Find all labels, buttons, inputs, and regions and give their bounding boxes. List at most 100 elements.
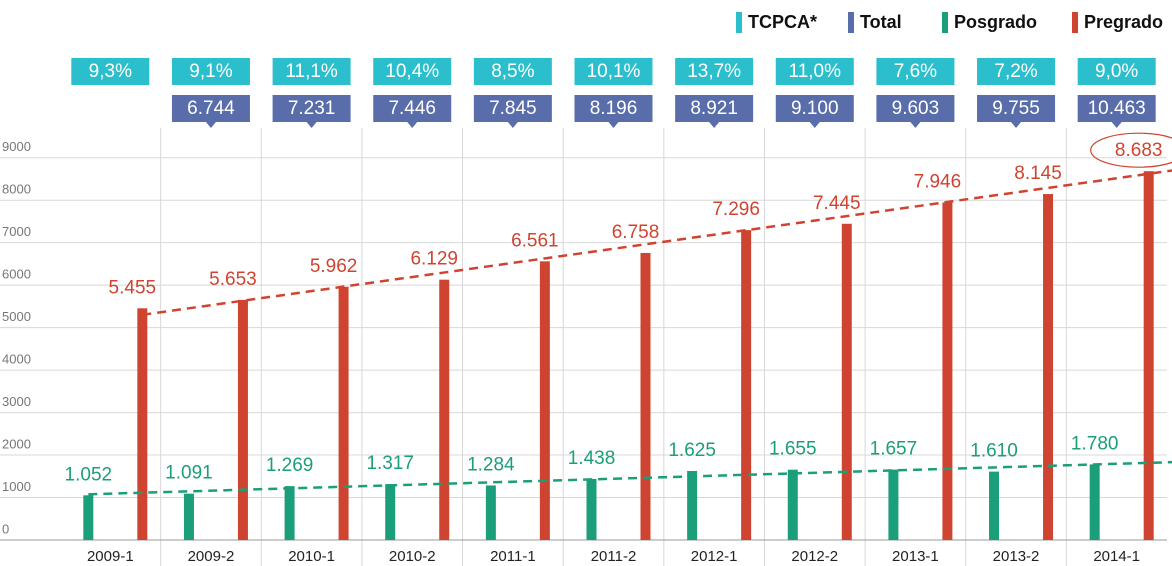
y-tick-label: 6000	[2, 267, 31, 282]
pregrado-label: 6.561	[511, 230, 559, 251]
y-tick-label: 2000	[2, 436, 31, 451]
total-box	[876, 95, 955, 122]
legend-marker	[1072, 12, 1078, 33]
total-box	[675, 95, 754, 122]
posgrado-label: 1.625	[668, 440, 716, 461]
posgrado-bar	[888, 469, 899, 540]
total-label: 7.845	[489, 98, 537, 119]
pregrado-label: 5.455	[109, 277, 157, 298]
y-tick-label: 9000	[2, 139, 31, 154]
tcpca-label: 9,0%	[1095, 61, 1138, 82]
tcpca-box	[71, 58, 150, 85]
posgrado-label: 1.091	[165, 463, 213, 484]
tcpca-label: 10,1%	[587, 61, 641, 82]
pregrado-bar	[539, 261, 550, 540]
y-tick-label: 3000	[2, 394, 31, 409]
tcpca-box	[171, 58, 250, 85]
x-tick-label: 2012-2	[791, 548, 838, 565]
posgrado-bar	[485, 485, 496, 540]
legend-marker	[848, 12, 854, 33]
y-tick-label: 5000	[2, 309, 31, 324]
posgrado-bar	[787, 469, 798, 540]
x-tick-label: 2011-2	[591, 548, 637, 565]
legend-marker	[736, 12, 742, 33]
total-pointer	[507, 122, 518, 128]
posgrado-label: 1.284	[467, 454, 515, 475]
pregrado-label: 7.296	[712, 199, 760, 220]
legend-label: Posgrado	[954, 12, 1037, 32]
total-box	[775, 95, 854, 122]
pregrado-label: 6.758	[612, 222, 660, 243]
legend-label: Total	[860, 12, 902, 32]
pregrado-bar	[1043, 194, 1054, 540]
highlight-circle	[1090, 132, 1172, 168]
total-box	[574, 95, 653, 122]
total-label: 8.196	[590, 98, 638, 119]
pregrado-bar	[237, 299, 248, 540]
pregrado-label: 6.129	[410, 249, 458, 270]
tcpca-label: 8,5%	[491, 61, 534, 82]
posgrado-label: 1.317	[366, 453, 414, 474]
x-tick-label: 2013-2	[993, 548, 1040, 565]
total-pointer	[608, 122, 619, 128]
total-label: 9.100	[791, 98, 839, 119]
tcpca-label: 11,0%	[789, 61, 842, 82]
total-box	[977, 95, 1056, 122]
x-tick-label: 2012-1	[691, 548, 738, 565]
total-box	[272, 95, 351, 122]
tcpca-box	[775, 58, 854, 85]
legend-marker	[942, 12, 948, 33]
posgrado-bar	[989, 471, 1000, 540]
legend-label: TCPCA*	[748, 12, 817, 32]
tcpca-box	[373, 58, 452, 85]
tcpca-label: 9,3%	[89, 61, 132, 82]
pregrado-label: 8.683	[1115, 140, 1163, 161]
pregrado-bar	[640, 252, 651, 541]
total-box	[473, 95, 552, 122]
y-tick-label: 4000	[2, 352, 31, 367]
x-tick-label: 2010-2	[389, 548, 436, 565]
total-pointer	[1011, 122, 1022, 128]
total-label: 7.446	[388, 98, 436, 119]
y-tick-label: 7000	[2, 224, 31, 239]
pregrado-bar	[942, 202, 953, 540]
tcpca-box	[272, 58, 351, 85]
total-pointer	[306, 122, 317, 128]
posgrado-label: 1.657	[870, 439, 918, 460]
total-pointer	[407, 122, 418, 128]
total-pointer	[809, 122, 820, 128]
x-tick-label: 2013-1	[892, 548, 939, 565]
posgrado-label: 1.610	[970, 441, 1018, 462]
trend-line	[142, 169, 1172, 317]
pregrado-bar	[741, 230, 752, 541]
x-tick-label: 2014-1	[1093, 548, 1140, 565]
total-pointer	[709, 122, 720, 128]
tcpca-box	[1077, 58, 1156, 85]
x-tick-label: 2010-1	[288, 548, 335, 565]
posgrado-bar	[284, 486, 295, 540]
total-box	[171, 95, 250, 122]
total-label: 8.921	[690, 98, 738, 119]
tcpca-label: 10,4%	[385, 61, 439, 82]
tcpca-label: 13,7%	[687, 61, 741, 82]
total-box	[373, 95, 452, 122]
pregrado-bar	[841, 223, 852, 540]
posgrado-bar	[183, 493, 194, 540]
total-label: 9.603	[892, 98, 940, 119]
y-tick-label: 8000	[2, 182, 31, 197]
pregrado-bar	[338, 286, 349, 540]
tcpca-label: 7,6%	[894, 61, 937, 82]
total-box	[1077, 95, 1156, 122]
total-label: 6.744	[187, 98, 235, 119]
tcpca-label: 7,2%	[994, 61, 1037, 82]
pregrado-label: 8.145	[1014, 163, 1062, 184]
pregrado-bar	[1143, 171, 1154, 540]
total-label: 9.755	[992, 98, 1040, 119]
tcpca-label: 9,1%	[189, 61, 232, 82]
posgrado-label: 1.052	[65, 464, 113, 485]
posgrado-label: 1.780	[1071, 433, 1119, 454]
posgrado-label: 1.438	[568, 448, 616, 469]
pregrado-label: 7.445	[813, 193, 861, 214]
x-tick-label: 2011-1	[490, 548, 536, 565]
legend-label: Pregrado	[1084, 12, 1163, 32]
